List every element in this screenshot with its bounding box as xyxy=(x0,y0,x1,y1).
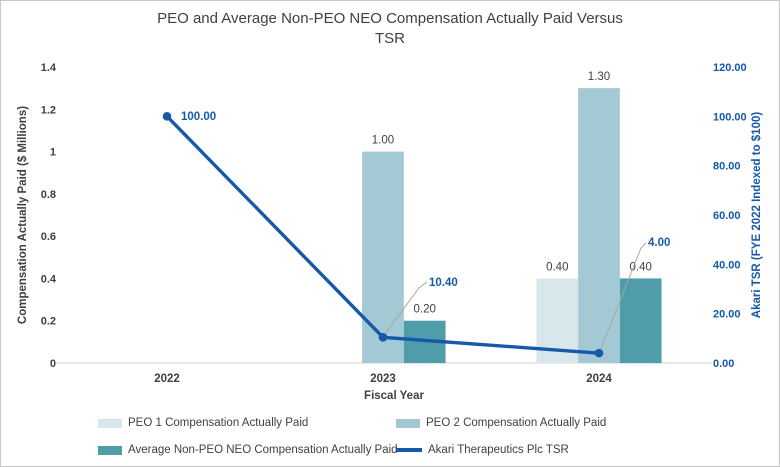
tsr-value-label: 10.40 xyxy=(429,277,458,289)
right-axis-tick-label: 40.00 xyxy=(713,259,741,271)
label-leader-line xyxy=(384,281,428,335)
left-axis-tick-label: 0 xyxy=(50,358,56,370)
left-axis-tick-label: 0.2 xyxy=(41,316,56,328)
tsr-point-2023 xyxy=(378,333,388,342)
tsr-value-label: 4.00 xyxy=(648,237,670,249)
chart-title: PEO and Average Non-PEO NEO Compensation… xyxy=(157,10,623,48)
legend: PEO 1 Compensation Actually Paid PEO 2 C… xyxy=(98,415,606,458)
x-axis-title: Fiscal Year xyxy=(364,390,424,402)
label-leader-line xyxy=(599,242,647,352)
legend-item-avg-neo: Average Non-PEO NEO Compensation Actuall… xyxy=(98,444,398,456)
tsr-point-2024 xyxy=(594,348,604,358)
tsr-value-label: 100.00 xyxy=(181,111,216,123)
right-axis-tick-label: 120.00 xyxy=(713,62,747,74)
x-axis-category-label: 2022 xyxy=(154,373,180,385)
left-axis-tick-label: 0.6 xyxy=(41,231,56,243)
left-axis-tick-label: 0.4 xyxy=(41,273,57,285)
left-axis-tick-label: 0.8 xyxy=(41,189,56,201)
left-axis-tick-label: 1.4 xyxy=(41,62,57,74)
right-axis-tick-label: 100.00 xyxy=(713,111,747,123)
tsr-line-swatch-icon xyxy=(396,448,422,452)
right-axis-tick-label: 20.00 xyxy=(713,309,741,321)
peo2-swatch-icon xyxy=(396,418,420,428)
x-axis-category-label: 2024 xyxy=(586,373,612,385)
right-axis-tick-label: 80.00 xyxy=(713,161,741,173)
bar-value-label: 1.30 xyxy=(588,71,610,83)
x-axis-category-label: 2023 xyxy=(370,373,396,385)
bar-value-label: 0.20 xyxy=(414,304,436,316)
tsr-point-2022 xyxy=(162,112,172,121)
right-axis-tick-label: 0.00 xyxy=(713,358,734,370)
legend-item-peo2: PEO 2 Compensation Actually Paid xyxy=(396,417,606,429)
avg-neo-swatch-icon xyxy=(98,445,122,455)
legend-item-tsr: Akari Therapeutics Plc TSR xyxy=(396,444,606,456)
bar-value-label: 0.40 xyxy=(630,261,652,273)
bar-series2-2024 xyxy=(578,88,620,364)
left-axis-tick-label: 1 xyxy=(50,147,56,159)
legend-item-peo1: PEO 1 Compensation Actually Paid xyxy=(98,417,396,429)
right-axis-tick-label: 60.00 xyxy=(713,210,741,222)
bar-value-label: 1.00 xyxy=(372,135,394,147)
legend-label-peo2: PEO 2 Compensation Actually Paid xyxy=(426,417,607,429)
bar-value-label: 0.40 xyxy=(546,261,568,273)
legend-label-avg-neo: Average Non-PEO NEO Compensation Actuall… xyxy=(128,444,398,456)
left-axis-tick-label: 1.2 xyxy=(41,104,56,116)
bar-series3-2024 xyxy=(619,278,662,363)
bar-series2-2023 xyxy=(362,151,404,363)
legend-label-tsr: Akari Therapeutics Plc TSR xyxy=(428,444,569,456)
legend-label-peo1: PEO 1 Compensation Actually Paid xyxy=(128,417,309,429)
peo1-swatch-icon xyxy=(98,418,122,428)
